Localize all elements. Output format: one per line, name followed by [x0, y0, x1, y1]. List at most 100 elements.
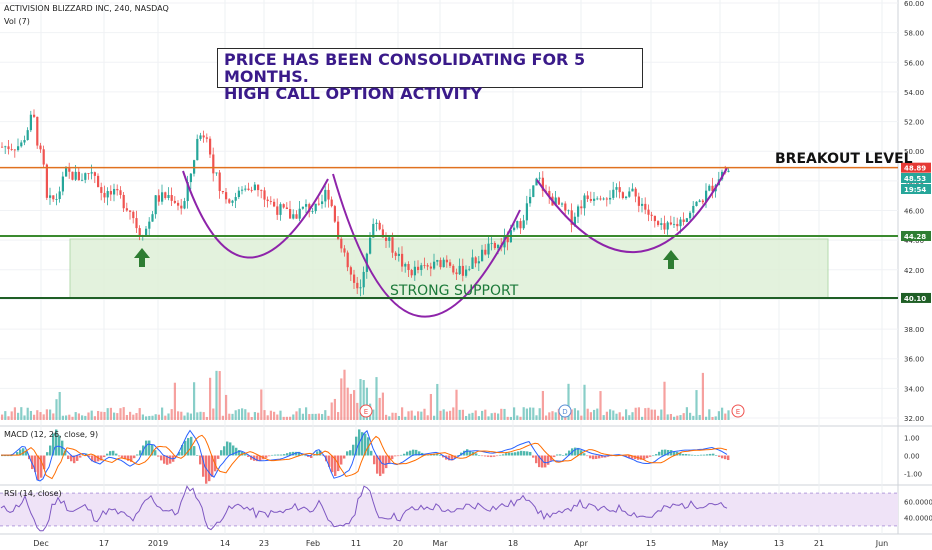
- candle-body: [455, 272, 458, 275]
- candle-body: [314, 203, 317, 212]
- volume-bar: [567, 383, 570, 420]
- volume-bar: [714, 416, 717, 420]
- macd-hist-bar: [256, 455, 259, 462]
- candle-body: [260, 190, 263, 191]
- macd-hist-bar: [94, 455, 97, 463]
- volume-bar: [506, 416, 509, 420]
- volume-bar: [580, 415, 583, 420]
- volume-bar: [301, 413, 304, 420]
- macd-hist-bar: [418, 451, 421, 456]
- volume-bar: [465, 415, 468, 420]
- volume-bar: [122, 407, 125, 420]
- macd-hist-bar: [718, 455, 721, 457]
- macd-hist-bar: [502, 454, 505, 456]
- candle-body: [65, 168, 68, 177]
- volume-bar: [61, 415, 64, 420]
- volume-bar: [516, 415, 519, 420]
- candle-body: [29, 114, 32, 131]
- macd-hist-bar: [628, 455, 631, 459]
- macd-hist-bar: [346, 451, 349, 456]
- macd-hist-bar: [127, 455, 130, 461]
- y-tick-label: 32.00: [904, 415, 924, 423]
- macd-hist-bar: [511, 452, 514, 456]
- macd-hist-bar: [247, 455, 250, 457]
- last-price-tag-bg: [901, 173, 931, 184]
- volume-bar: [605, 411, 608, 420]
- volume-bar: [273, 411, 276, 420]
- candle-body: [209, 138, 212, 155]
- macd-hist-bar: [136, 454, 139, 456]
- macd-hist-bar: [310, 455, 313, 458]
- y-tick-label: 58.00: [904, 30, 924, 38]
- volume-bar: [321, 414, 324, 420]
- y-tick-label: 56.00: [904, 59, 924, 67]
- macd-hist-bar: [112, 450, 115, 456]
- candle-body: [362, 271, 365, 288]
- candle-body: [413, 266, 416, 276]
- macd-hist-bar: [271, 454, 274, 456]
- candle-body: [385, 237, 388, 241]
- macd-hist-bar: [652, 455, 655, 457]
- macd-hist-bar: [7, 455, 10, 457]
- candle-body: [471, 257, 474, 269]
- volume-bar: [458, 409, 461, 420]
- candle-body: [180, 205, 183, 209]
- candle-body: [266, 199, 269, 202]
- volume-bar: [260, 389, 263, 420]
- volume-bar: [215, 370, 218, 420]
- volume-bar: [362, 380, 365, 420]
- volume-bar: [551, 411, 554, 420]
- volume-bar: [695, 390, 698, 420]
- breakout-level-label: BREAKOUT LEVEL: [775, 151, 913, 167]
- volume-bar: [404, 416, 407, 420]
- volume-bar: [682, 413, 685, 420]
- candle-body: [305, 204, 308, 207]
- candle-body: [90, 172, 93, 174]
- candle-body: [609, 197, 612, 200]
- candle-body: [583, 195, 586, 209]
- candle-body: [234, 197, 237, 201]
- candle-body: [602, 198, 605, 200]
- macd-hist-bar: [436, 453, 439, 456]
- volume-bar: [68, 414, 71, 420]
- volume-bar: [490, 413, 493, 420]
- volume-bar: [429, 393, 432, 420]
- candle-body: [199, 135, 202, 139]
- volume-bar: [253, 412, 256, 420]
- macd-hist-bar: [43, 455, 46, 470]
- macd-hist-bar: [109, 451, 112, 456]
- candle-body: [279, 204, 282, 215]
- macd-hist-bar: [643, 455, 646, 460]
- candle-body: [253, 184, 256, 191]
- support-upper-tag: 44.28: [904, 233, 926, 241]
- candle-body: [679, 219, 682, 227]
- macd-hist-bar: [331, 455, 334, 473]
- countdown-tag: 19:54: [904, 186, 926, 194]
- volume-bar: [17, 412, 20, 420]
- volume-bar: [602, 415, 605, 420]
- volume-bar: [468, 413, 471, 420]
- event-marker-label: E: [364, 408, 368, 416]
- volume-bar: [455, 389, 458, 420]
- volume-bar: [452, 407, 455, 420]
- candle-body: [269, 201, 272, 202]
- volume-bar: [692, 415, 695, 420]
- macd-hist-bar: [433, 453, 436, 456]
- volume-bar: [365, 387, 368, 420]
- candle-body: [125, 208, 128, 211]
- macd-hist-bar: [631, 455, 634, 459]
- candle-body: [647, 209, 650, 215]
- candle-body: [77, 171, 80, 181]
- volume-bar: [586, 408, 589, 420]
- candle-body: [186, 182, 189, 202]
- candle-body: [285, 207, 288, 210]
- volume-bar: [653, 409, 656, 420]
- candle-body: [628, 191, 631, 197]
- volume-bar: [26, 407, 29, 420]
- candle-body: [215, 172, 218, 174]
- macd-hist-bar: [661, 449, 664, 456]
- macd-hist-bar: [217, 455, 220, 459]
- macd-hist-bar: [604, 455, 607, 458]
- macd-hist-bar: [124, 455, 127, 460]
- candle-body: [452, 265, 455, 273]
